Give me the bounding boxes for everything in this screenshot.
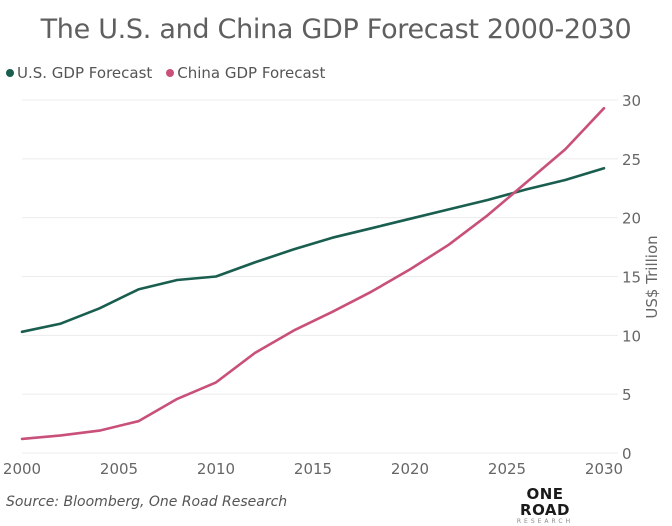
legend-label-china: China GDP Forecast — [177, 64, 326, 82]
x-tick-label: 2015 — [294, 460, 332, 478]
x-tick-label: 2020 — [391, 460, 429, 478]
y-tick-label: 10 — [622, 327, 641, 345]
x-tick-label: 2010 — [197, 460, 235, 478]
x-tick-label: 2000 — [3, 460, 41, 478]
y-axis-title: US$ Trillion — [643, 235, 661, 318]
x-tick-label: 2005 — [100, 460, 138, 478]
logo-sub-text: RESEARCH — [516, 518, 574, 525]
legend-marker-us — [6, 69, 14, 77]
y-axis-ticks: 0 5 10 15 20 25 30 — [622, 92, 641, 463]
legend-label-us: U.S. GDP Forecast — [17, 64, 153, 82]
series-lines — [20, 106, 606, 441]
series-line-us — [20, 166, 606, 334]
legend-marker-china — [166, 69, 175, 77]
x-tick-label: 2025 — [488, 460, 526, 478]
y-tick-label: 0 — [622, 445, 632, 463]
logo-main-text: ONE ROAD — [520, 485, 570, 519]
legend-item-china: China GDP Forecast — [166, 64, 325, 82]
gridlines — [22, 99, 618, 454]
legend-item-us: U.S. GDP Forecast — [6, 64, 152, 82]
x-tick-label: 2030 — [585, 460, 623, 478]
y-tick-label: 30 — [622, 92, 641, 110]
series-line-china — [20, 106, 606, 441]
y-tick-label: 15 — [622, 269, 641, 287]
source-note: Source: Bloomberg, One Road Research — [6, 494, 288, 510]
y-tick-label: 5 — [622, 386, 632, 404]
legend: U.S. GDP Forecast China GDP Forecast — [6, 64, 325, 82]
x-axis-ticks: 2000 2005 2010 2015 2020 2025 2030 — [3, 460, 623, 478]
chart-title: The U.S. and China GDP Forecast 2000-203… — [40, 14, 632, 45]
one-road-logo: ONE ROAD RESEARCH — [500, 486, 590, 526]
y-tick-label: 25 — [622, 151, 641, 169]
y-tick-label: 20 — [622, 210, 641, 228]
